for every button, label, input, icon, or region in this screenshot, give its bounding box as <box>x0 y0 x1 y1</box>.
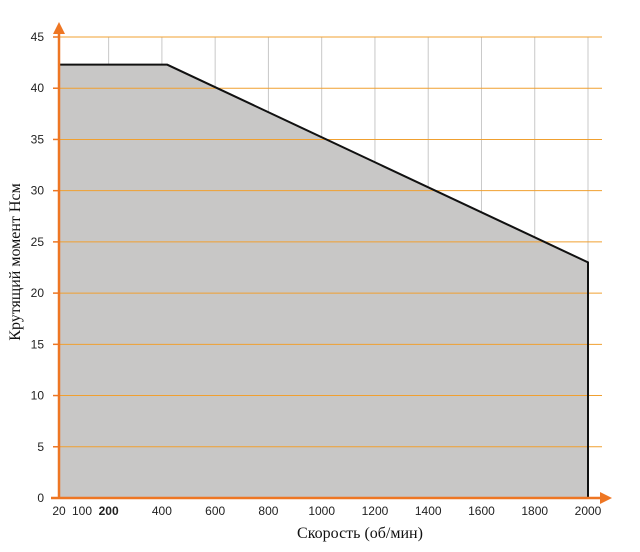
x-axis-arrow <box>600 492 612 504</box>
y-tick-label: 20 <box>31 286 45 300</box>
y-tick-label: 0 <box>37 491 44 505</box>
x-tick-label: 1400 <box>415 504 442 518</box>
x-tick-labels: 20 100 200 400 600 800 1000 1200 1400 1600 1800 200… <box>52 504 601 518</box>
y-tick-label: 35 <box>31 132 45 146</box>
x-tick-label: 2000 <box>575 504 602 518</box>
x-axis-title: Скорость (об/мин) <box>297 525 423 542</box>
x-tick-label: 20 <box>52 504 66 518</box>
y-tick-label: 5 <box>37 440 44 454</box>
torque-curve-line <box>59 63 589 498</box>
y-tick-label: 10 <box>31 389 45 403</box>
axes <box>51 22 612 504</box>
x-tick-label: 400 <box>152 504 172 518</box>
x-tick-label: 200 <box>99 504 119 518</box>
x-tick-label: 1200 <box>362 504 389 518</box>
y-tick-label: 15 <box>31 337 45 351</box>
x-tick-label: 1000 <box>308 504 335 518</box>
y-tick-label: 45 <box>31 30 45 44</box>
torque-area <box>59 64 588 498</box>
y-axis-arrow <box>53 22 65 34</box>
horizontal-gridlines <box>59 36 602 448</box>
y-tick-label: 25 <box>31 235 45 249</box>
y-tick-label: 40 <box>31 81 45 95</box>
y-tick-label: 30 <box>31 184 45 198</box>
x-tick-label: 800 <box>258 504 278 518</box>
x-tick-label: 1800 <box>521 504 548 518</box>
y-axis-title: Крутящий момент Нсм <box>7 183 24 340</box>
x-tick-label: 600 <box>205 504 225 518</box>
x-tick-label: 100 <box>72 504 92 518</box>
y-tick-labels: 0 5 10 15 20 25 30 35 40 45 <box>31 30 59 505</box>
x-tick-label: 1600 <box>468 504 495 518</box>
